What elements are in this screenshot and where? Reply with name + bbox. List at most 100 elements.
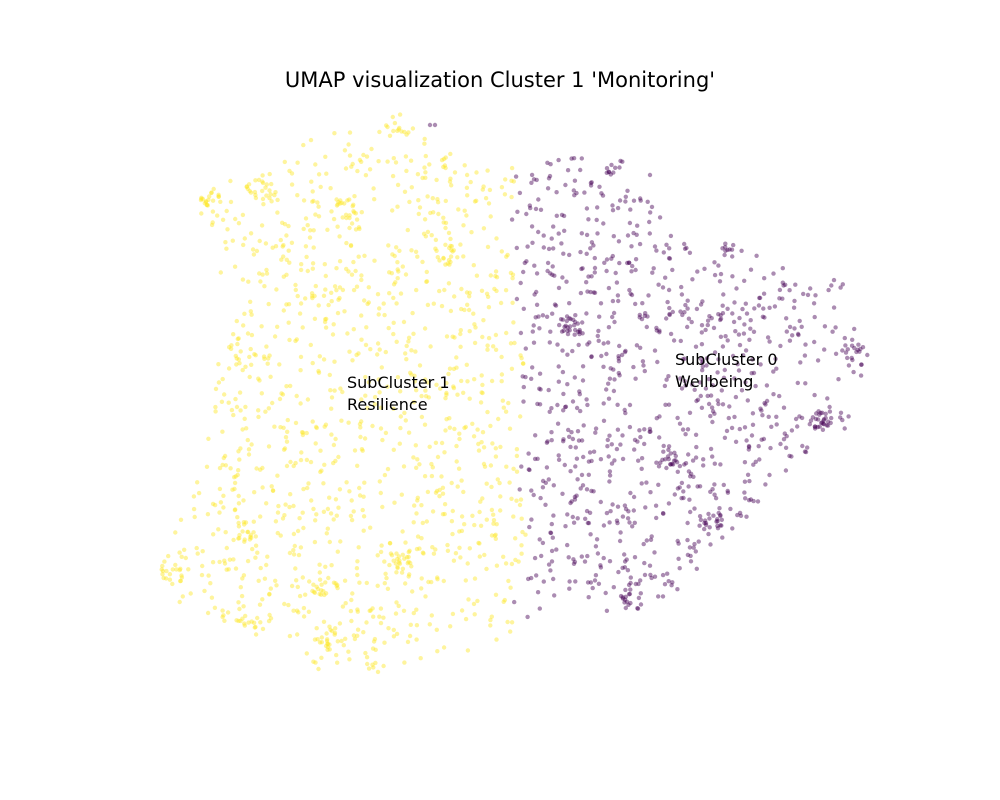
data-point-subcluster-1 xyxy=(391,634,397,639)
data-point-subcluster-0 xyxy=(846,414,851,419)
data-point-subcluster-1 xyxy=(472,576,478,581)
data-point-subcluster-1 xyxy=(442,502,448,507)
data-point-subcluster-0 xyxy=(662,582,668,587)
data-point-subcluster-0 xyxy=(738,513,744,518)
data-point-subcluster-1 xyxy=(479,288,485,293)
data-point-subcluster-0 xyxy=(517,487,522,492)
cluster-label-line: SubCluster 0 xyxy=(675,350,778,369)
data-point-subcluster-0 xyxy=(577,331,582,337)
data-point-subcluster-0 xyxy=(787,288,792,293)
data-point-subcluster-0 xyxy=(617,198,623,203)
data-point-subcluster-1 xyxy=(475,427,480,432)
data-point-subcluster-1 xyxy=(378,549,384,555)
data-point-subcluster-0 xyxy=(635,606,640,611)
data-point-subcluster-1 xyxy=(350,204,355,209)
data-point-subcluster-0 xyxy=(534,302,540,307)
data-point-subcluster-1 xyxy=(418,656,423,661)
data-point-subcluster-1 xyxy=(391,320,396,325)
data-point-subcluster-1 xyxy=(274,583,279,588)
data-point-subcluster-0 xyxy=(803,342,808,347)
data-point-subcluster-0 xyxy=(784,434,789,439)
data-point-subcluster-0 xyxy=(727,247,732,252)
data-point-subcluster-1 xyxy=(501,599,506,604)
data-point-subcluster-1 xyxy=(245,186,250,191)
data-point-subcluster-1 xyxy=(354,217,360,222)
data-point-subcluster-0 xyxy=(586,472,591,477)
data-point-subcluster-1 xyxy=(264,182,269,187)
data-point-subcluster-1 xyxy=(410,126,416,131)
data-point-subcluster-0 xyxy=(603,590,608,596)
data-point-subcluster-1 xyxy=(377,306,382,311)
data-point-subcluster-1 xyxy=(361,152,366,158)
data-point-subcluster-0 xyxy=(708,413,713,419)
data-point-subcluster-0 xyxy=(622,565,628,570)
data-point-subcluster-1 xyxy=(360,448,365,453)
data-point-subcluster-0 xyxy=(537,371,543,376)
data-point-subcluster-0 xyxy=(777,393,782,399)
data-point-subcluster-0 xyxy=(661,511,666,516)
data-point-subcluster-0 xyxy=(567,579,572,584)
data-point-subcluster-1 xyxy=(316,666,321,672)
data-point-subcluster-1 xyxy=(355,633,360,638)
data-point-subcluster-1 xyxy=(170,581,175,587)
data-point-subcluster-1 xyxy=(278,533,283,538)
data-point-subcluster-0 xyxy=(657,435,662,440)
data-point-subcluster-1 xyxy=(340,215,345,220)
data-point-subcluster-1 xyxy=(347,130,353,135)
data-point-subcluster-0 xyxy=(826,287,831,293)
data-point-subcluster-1 xyxy=(493,446,498,451)
data-point-subcluster-1 xyxy=(260,272,265,277)
data-point-subcluster-1 xyxy=(240,367,245,373)
data-point-subcluster-1 xyxy=(509,496,514,501)
data-point-subcluster-0 xyxy=(850,357,855,363)
data-point-subcluster-0 xyxy=(812,339,817,345)
data-point-subcluster-0 xyxy=(521,306,526,311)
data-point-subcluster-1 xyxy=(262,576,268,581)
data-point-subcluster-0 xyxy=(717,279,723,284)
data-point-subcluster-0 xyxy=(567,434,572,439)
data-point-subcluster-1 xyxy=(437,487,442,493)
data-point-subcluster-1 xyxy=(272,192,277,198)
data-point-subcluster-1 xyxy=(316,368,321,374)
data-point-subcluster-0 xyxy=(748,267,754,272)
data-point-subcluster-1 xyxy=(464,185,470,190)
data-point-subcluster-1 xyxy=(224,208,229,214)
data-point-subcluster-0 xyxy=(537,326,542,331)
data-point-subcluster-1 xyxy=(331,580,337,585)
data-point-subcluster-1 xyxy=(519,516,524,521)
data-point-subcluster-0 xyxy=(598,499,603,505)
data-point-subcluster-1 xyxy=(192,514,197,520)
data-point-subcluster-1 xyxy=(298,267,304,273)
data-point-subcluster-0 xyxy=(747,478,752,484)
data-point-subcluster-1 xyxy=(289,240,295,245)
data-point-subcluster-1 xyxy=(431,210,436,215)
data-point-subcluster-1 xyxy=(397,112,403,117)
data-point-subcluster-1 xyxy=(433,237,439,243)
data-point-subcluster-1 xyxy=(425,194,430,199)
data-point-subcluster-1 xyxy=(403,272,409,277)
data-point-subcluster-1 xyxy=(359,210,364,215)
data-point-subcluster-1 xyxy=(412,379,417,384)
data-point-subcluster-1 xyxy=(328,186,333,191)
data-point-subcluster-1 xyxy=(458,328,463,333)
data-point-subcluster-0 xyxy=(524,259,529,264)
data-point-subcluster-1 xyxy=(259,391,264,396)
data-point-subcluster-0 xyxy=(620,595,625,600)
data-point-subcluster-1 xyxy=(506,578,511,584)
data-point-subcluster-0 xyxy=(536,197,541,202)
data-point-subcluster-0 xyxy=(529,517,534,522)
data-point-subcluster-0 xyxy=(653,503,659,508)
data-point-subcluster-1 xyxy=(264,344,269,349)
data-point-subcluster-0 xyxy=(696,539,701,544)
data-point-subcluster-0 xyxy=(581,454,586,460)
data-point-subcluster-1 xyxy=(329,290,334,295)
data-point-subcluster-0 xyxy=(571,557,576,562)
data-point-subcluster-0 xyxy=(815,417,821,422)
data-point-subcluster-1 xyxy=(216,380,222,385)
data-point-subcluster-0 xyxy=(554,213,559,218)
data-point-subcluster-1 xyxy=(209,190,214,195)
data-point-subcluster-0 xyxy=(547,173,553,179)
data-point-subcluster-0 xyxy=(725,338,730,343)
data-point-subcluster-1 xyxy=(488,423,493,429)
data-point-subcluster-0 xyxy=(773,356,778,362)
